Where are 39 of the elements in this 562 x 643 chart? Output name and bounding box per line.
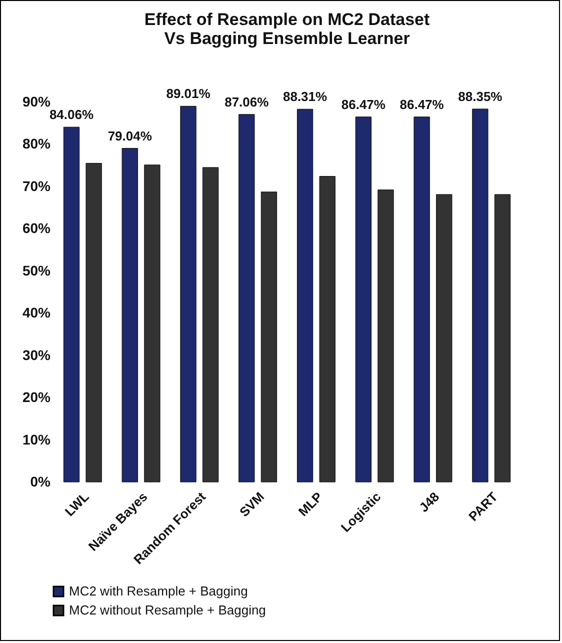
chart-title: Effect of Resample on MC2 Dataset Vs Bagging Ensemble Learner bbox=[144, 10, 430, 48]
bar bbox=[355, 116, 372, 482]
bar bbox=[202, 167, 219, 482]
data-label: 87.06% bbox=[224, 94, 270, 110]
bar bbox=[296, 108, 314, 482]
bar bbox=[144, 164, 160, 482]
y-tick-label: 90% bbox=[22, 94, 52, 110]
y-tick-label: 70% bbox=[22, 178, 52, 194]
bar bbox=[472, 108, 488, 482]
x-tick-label: LWL bbox=[62, 489, 92, 520]
bar bbox=[378, 190, 394, 482]
x-tick-label: J48 bbox=[416, 489, 442, 516]
bar bbox=[436, 194, 452, 482]
data-label: 88.31% bbox=[282, 89, 328, 104]
y-tick-label: 50% bbox=[22, 262, 52, 278]
data-label: 79.04% bbox=[108, 128, 152, 144]
bar bbox=[238, 114, 255, 482]
y-tick-label: 80% bbox=[22, 136, 52, 152]
y-tick-label: 30% bbox=[22, 346, 52, 363]
y-tick-label: 40% bbox=[22, 304, 52, 321]
data-label: 88.35% bbox=[458, 88, 503, 104]
bar bbox=[319, 176, 336, 482]
bar bbox=[260, 192, 278, 482]
bar bbox=[63, 126, 80, 482]
data-label: 84.06% bbox=[49, 107, 94, 122]
data-label: 89.01% bbox=[166, 86, 211, 102]
bar bbox=[180, 106, 196, 482]
y-tick-label: 0% bbox=[30, 474, 52, 490]
y-tick-label: 10% bbox=[22, 431, 52, 448]
bar bbox=[122, 148, 138, 482]
y-tick-label: 20% bbox=[22, 389, 52, 406]
data-label: 86.47% bbox=[341, 96, 386, 112]
data-label: 86.47% bbox=[400, 96, 444, 112]
bar bbox=[414, 116, 430, 482]
legend-label: MC2 without Resample + Bagging bbox=[69, 602, 266, 618]
y-tick-label: 60% bbox=[22, 220, 52, 236]
legend-label: MC2 with Resample + Bagging bbox=[69, 584, 248, 598]
bar bbox=[494, 194, 511, 482]
bar bbox=[86, 162, 102, 482]
